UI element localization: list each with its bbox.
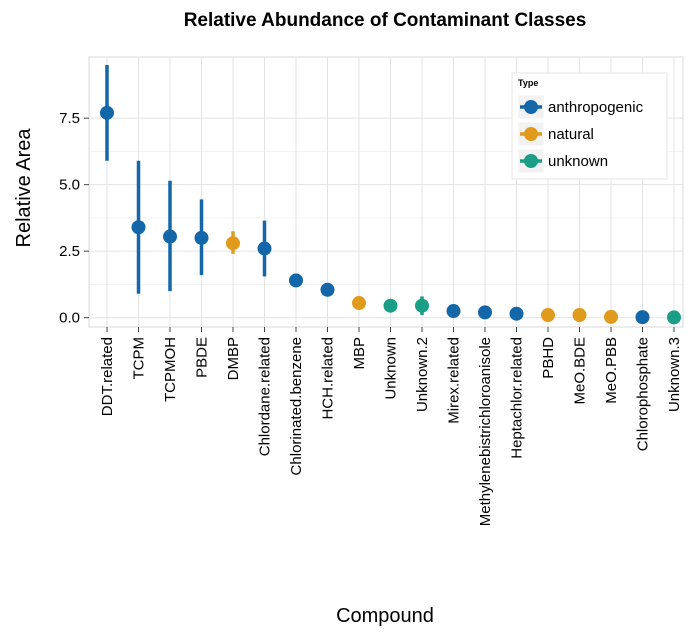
data-point [604, 309, 618, 324]
x-tick-label: MeO.PBB [603, 337, 620, 404]
data-point [257, 241, 272, 256]
x-tick-label: TCPMOH [162, 337, 179, 402]
x-tick-label: PBDE [194, 337, 211, 378]
plot-border [88, 56, 684, 328]
x-tick-label: HCH.related [320, 337, 337, 420]
x-tick-label: Chlorophosphate [635, 337, 652, 451]
data-point [352, 296, 366, 311]
data-point [383, 298, 398, 313]
data-point [572, 308, 587, 323]
data-point [289, 273, 303, 288]
data-point [100, 105, 114, 120]
x-tick-label: Unknown.2 [414, 337, 431, 412]
x-tick-label: Heptachlor.related [509, 337, 526, 459]
y-tick-label: 7.5 [59, 110, 80, 127]
data-point [509, 306, 524, 321]
x-tick-label: DMBP [225, 337, 242, 380]
chart-title: Relative Abundance of Contaminant Classe… [184, 10, 587, 31]
x-axis-title: Compound [336, 605, 434, 627]
data-point [635, 310, 650, 325]
y-tick-label: 2.5 [59, 243, 80, 260]
legend-label: unknown [548, 153, 608, 170]
legend-label: anthropogenic [548, 99, 644, 116]
legend-key-point [524, 154, 538, 168]
data-point [478, 305, 492, 320]
data-point [667, 310, 681, 325]
x-tick-label: Chlorinated.benzene [288, 337, 305, 475]
x-tick-label: MBP [351, 337, 368, 370]
legend-key-point [524, 127, 538, 141]
data-point [415, 298, 429, 313]
data-point [163, 229, 177, 244]
x-tick-label: TCPM [131, 337, 148, 380]
x-tick-label: Unknown.3 [666, 337, 683, 412]
data-point [194, 230, 209, 245]
data-point [320, 282, 335, 297]
x-tick-label: Chlordane.related [257, 337, 274, 456]
x-tick-label: MeO.BDE [572, 337, 589, 405]
legend: Type anthropogenic natural unknown [511, 72, 668, 180]
y-axis-title: Relative Area [13, 128, 35, 248]
x-tick-label: Mirex.related [446, 337, 463, 424]
x-tick-label: Unknown [383, 337, 400, 400]
data-point [131, 220, 146, 235]
data-point [226, 236, 240, 251]
x-tick-label: DDT.related [99, 337, 116, 416]
legend-title: Type [518, 78, 538, 88]
x-tick-label: Methylenebistrichloroanisole [477, 337, 494, 526]
legend-label: natural [548, 126, 594, 143]
legend-key-point [524, 100, 538, 114]
data-point [446, 304, 461, 319]
x-tick-label: PBHD [540, 337, 557, 379]
y-tick-label: 0.0 [59, 310, 80, 327]
y-tick-label: 5.0 [59, 177, 80, 194]
data-point [541, 308, 555, 323]
